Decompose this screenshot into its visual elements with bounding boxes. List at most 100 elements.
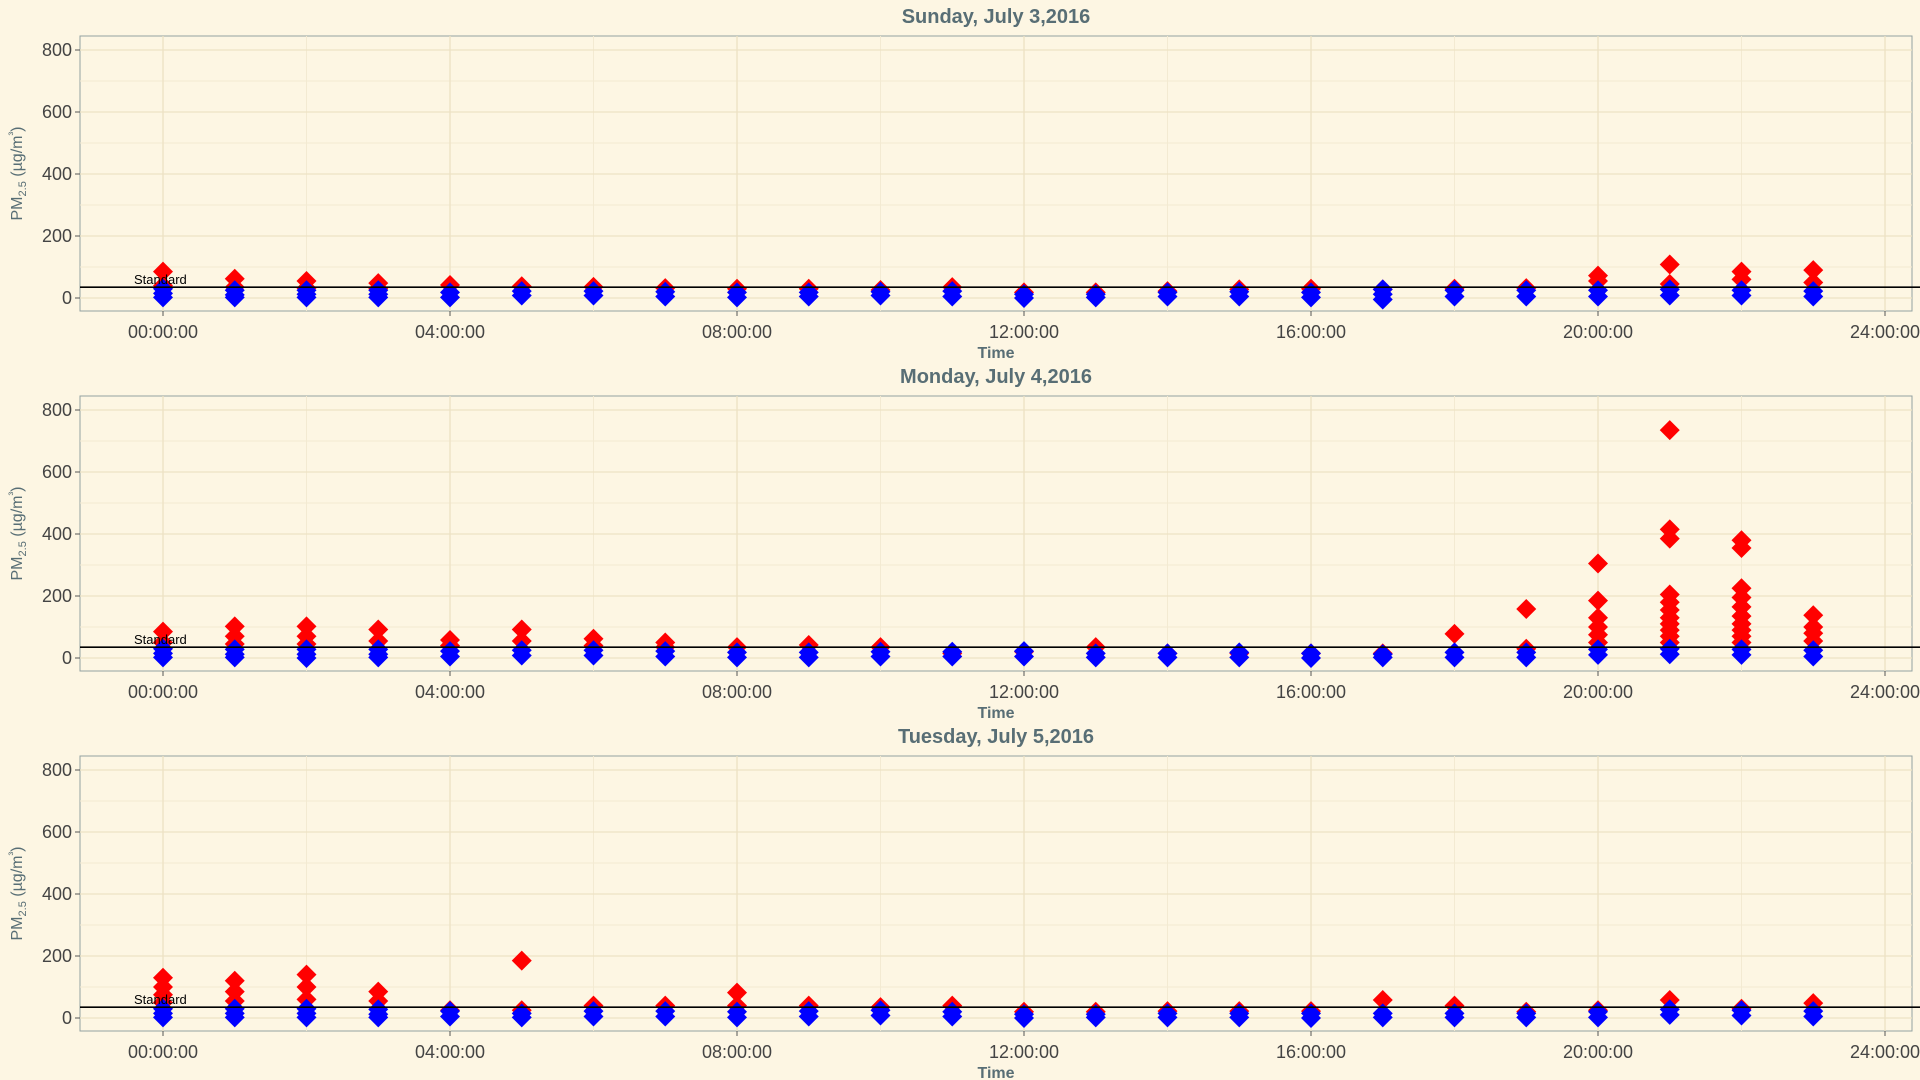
data-point xyxy=(798,647,819,668)
data-point xyxy=(224,647,245,668)
data-point xyxy=(1444,286,1465,307)
data-point xyxy=(1803,605,1824,626)
x-tick-label: 00:00:00 xyxy=(128,1042,198,1062)
data-point xyxy=(1444,623,1465,644)
x-axis-title: Time xyxy=(977,1065,1014,1080)
data-point xyxy=(1659,285,1680,306)
x-tick-label: 20:00:00 xyxy=(1563,322,1633,342)
data-point xyxy=(511,619,532,640)
data-point xyxy=(511,1007,532,1028)
x-tick-label: 12:00:00 xyxy=(989,322,1059,342)
data-point xyxy=(153,647,173,668)
x-tick-label: 00:00:00 xyxy=(128,682,198,702)
data-point xyxy=(1372,647,1393,668)
standard-label: Standard xyxy=(134,632,187,647)
data-point xyxy=(583,645,604,666)
data-point xyxy=(1659,420,1680,441)
data-point xyxy=(440,287,460,308)
x-tick-label: 12:00:00 xyxy=(989,682,1059,702)
data-point xyxy=(224,970,245,991)
data-point xyxy=(727,287,747,308)
data-point xyxy=(942,1006,963,1027)
data-point xyxy=(368,287,389,308)
y-tick-label: 400 xyxy=(42,164,72,184)
x-tick-label: 20:00:00 xyxy=(1563,1042,1633,1062)
data-point xyxy=(1229,647,1250,668)
y-tick-label: 800 xyxy=(42,40,72,60)
data-point xyxy=(1659,644,1680,665)
data-point xyxy=(1229,286,1250,307)
y-tick-label: 200 xyxy=(42,226,72,246)
y-tick-label: 200 xyxy=(42,586,72,606)
data-point xyxy=(870,1005,891,1026)
data-point xyxy=(942,646,963,667)
data-point xyxy=(1444,1007,1465,1028)
data-point xyxy=(1803,646,1824,667)
data-point xyxy=(1372,990,1393,1011)
x-tick-label: 16:00:00 xyxy=(1276,682,1346,702)
data-point xyxy=(1516,647,1537,668)
data-point xyxy=(224,287,245,308)
y-tick-label: 0 xyxy=(62,288,72,308)
y-tick-label: 600 xyxy=(42,822,72,842)
x-tick-label: 08:00:00 xyxy=(702,1042,772,1062)
x-tick-label: 08:00:00 xyxy=(702,682,772,702)
y-axis-title: PM2.5 (µg/m³) xyxy=(7,847,29,941)
data-point xyxy=(798,286,819,307)
facet-panel-1: 0 200 400 600 800 00:00:00 04:00:00 08:00:00 12:… xyxy=(7,366,1920,722)
y-tick-label: 200 xyxy=(42,946,72,966)
data-point xyxy=(1588,553,1608,574)
data-point xyxy=(296,964,317,985)
facet-title: Sunday, July 3,2016 xyxy=(902,6,1091,28)
data-point xyxy=(1301,287,1321,308)
data-point xyxy=(1588,644,1608,665)
data-point xyxy=(1659,528,1680,549)
data-point xyxy=(368,647,389,668)
data-point xyxy=(1731,537,1752,558)
standard-label: Standard xyxy=(134,992,187,1007)
y-tick-label: 400 xyxy=(42,524,72,544)
data-point xyxy=(1157,647,1178,668)
data-point xyxy=(1659,254,1680,275)
data-point xyxy=(1803,260,1824,281)
data-point xyxy=(1731,1005,1752,1026)
data-point xyxy=(1731,285,1752,306)
data-point xyxy=(440,646,460,667)
data-point xyxy=(1157,1007,1178,1028)
data-point xyxy=(153,1007,173,1028)
data-point xyxy=(153,261,173,282)
data-point xyxy=(296,1007,317,1028)
data-point xyxy=(511,285,532,306)
data-point xyxy=(870,285,891,306)
data-point xyxy=(942,286,963,307)
data-point xyxy=(511,950,532,971)
data-point xyxy=(1444,647,1465,668)
data-point xyxy=(1588,590,1608,611)
data-point xyxy=(224,1007,245,1028)
data-point xyxy=(440,1006,460,1027)
x-tick-label: 00:00:00 xyxy=(128,322,198,342)
data-point xyxy=(1588,286,1608,307)
x-tick-label: 20:00:00 xyxy=(1563,682,1633,702)
x-tick-label: 24:00:00 xyxy=(1850,1042,1920,1062)
data-point xyxy=(655,1006,676,1027)
data-point xyxy=(1229,1007,1250,1028)
data-point xyxy=(1516,286,1537,307)
data-point xyxy=(798,1006,819,1027)
data-point xyxy=(1085,287,1106,308)
data-point xyxy=(870,646,891,667)
data-point xyxy=(727,1007,747,1028)
y-tick-label: 600 xyxy=(42,462,72,482)
x-tick-label: 24:00:00 xyxy=(1850,322,1920,342)
data-point xyxy=(1803,286,1824,307)
data-point xyxy=(368,619,389,640)
facet-panel-0: 0 200 400 600 800 00:00:00 04:00:00 08:00:00 12:… xyxy=(7,6,1920,362)
data-point xyxy=(1803,1006,1824,1027)
data-point xyxy=(153,287,173,308)
data-point xyxy=(1085,1007,1106,1028)
standard-label: Standard xyxy=(134,272,187,287)
data-point xyxy=(583,285,604,306)
y-tick-label: 800 xyxy=(42,400,72,420)
x-tick-label: 16:00:00 xyxy=(1276,1042,1346,1062)
x-axis-title: Time xyxy=(977,705,1014,722)
